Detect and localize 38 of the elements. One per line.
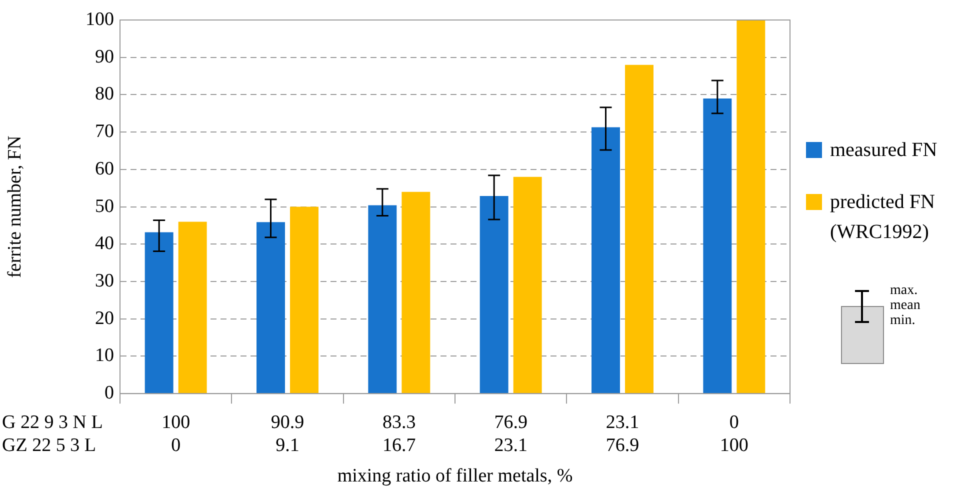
- legend-label: predicted FN (WRC1992): [830, 190, 936, 245]
- x-axis-title: mixing ratio of filler metals, %: [337, 466, 573, 487]
- y-tick-label: 0: [104, 382, 114, 404]
- bar: [736, 20, 766, 394]
- text: GZ 22 5 3 L: [2, 434, 96, 456]
- bar: [625, 64, 654, 394]
- x-tick-label: 83.3 16.7: [382, 412, 416, 456]
- bar: [178, 222, 207, 394]
- y-tick-label: 50: [95, 196, 114, 217]
- y-tick-label: 30: [95, 270, 114, 292]
- x-tick-label: 23.1 76.9: [606, 412, 640, 456]
- text: G 22 9 3 N L: [2, 412, 103, 433]
- bar: [703, 98, 732, 394]
- bar: [480, 196, 508, 394]
- x-tick-label: 100 0: [162, 412, 190, 456]
- text: min.: [890, 313, 916, 328]
- text: mean: [890, 298, 920, 313]
- y-tick-label: 100: [86, 8, 114, 30]
- bar: [368, 205, 397, 394]
- y-tick-label: 10: [95, 345, 114, 366]
- x-tick-label: 76.9 23.1: [494, 412, 528, 456]
- y-axis-title: ferrite number, FN: [4, 135, 26, 278]
- y-tick-label: 60: [95, 158, 114, 180]
- bar: [592, 127, 620, 394]
- x-tick-label: 90.9 9.1: [270, 412, 304, 456]
- bar: [144, 232, 174, 394]
- bar: [402, 192, 430, 394]
- text: max.: [890, 283, 919, 298]
- y-tick-label: 20: [95, 308, 114, 329]
- bar: [513, 176, 542, 394]
- y-tick-label: 80: [95, 84, 114, 105]
- bar: [256, 222, 285, 394]
- y-tick-label: 70: [95, 121, 114, 142]
- bar: [290, 206, 318, 394]
- legend-label: measured FN: [830, 138, 938, 163]
- x-tick-label: 0 100: [720, 412, 748, 456]
- y-tick-label: 90: [95, 46, 114, 68]
- y-tick-label: 40: [95, 233, 114, 254]
